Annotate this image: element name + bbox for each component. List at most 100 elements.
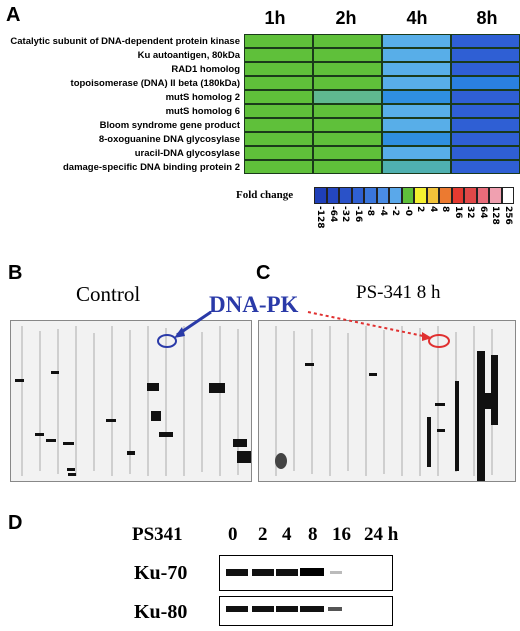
fold-change-scale xyxy=(314,187,514,204)
scale-swatch xyxy=(401,187,414,204)
heatmap-cell xyxy=(313,118,382,132)
heatmap-cell xyxy=(313,132,382,146)
panel-label-d: D xyxy=(8,512,23,534)
gene-label: mutS homolog 6 xyxy=(165,106,240,117)
gene-labels: Catalytic subunit of DNA-dependent prote… xyxy=(0,34,240,174)
array-ps341 xyxy=(258,320,516,482)
heatmap-cell xyxy=(244,76,313,90)
heatmap-cell xyxy=(313,146,382,160)
dna-pk-spot-control-circle xyxy=(157,334,177,348)
gene-label: Ku autoantigen, 80kDa xyxy=(137,50,240,61)
heatmap-cell xyxy=(313,90,382,104)
scale-swatch xyxy=(339,187,352,204)
scale-swatch xyxy=(326,187,339,204)
panel-label-a: A xyxy=(6,4,21,26)
heatmap-cell xyxy=(382,62,451,76)
scale-swatch xyxy=(389,187,402,204)
scale-swatch xyxy=(376,187,389,204)
heatmap-cell xyxy=(244,160,313,174)
gene-label: topoisomerase (DNA) II beta (180kDa) xyxy=(70,78,240,89)
gene-label: Bloom syndrome gene product xyxy=(99,120,240,131)
ps341-title: PS-341 8 h xyxy=(356,282,441,303)
scale-swatch xyxy=(501,187,514,204)
band xyxy=(252,606,274,612)
gene-label: uracil-DNA glycosylase xyxy=(134,148,240,159)
gene-label: RAD1 homolog xyxy=(171,64,240,75)
lane-0: 0 xyxy=(228,524,238,545)
panel-label-c: C xyxy=(256,262,271,284)
ps341-treatment-label: PS341 xyxy=(132,524,183,545)
heatmap-cell xyxy=(382,90,451,104)
lane-8: 8 xyxy=(308,524,318,545)
heatmap-cell xyxy=(244,90,313,104)
blot-ku70 xyxy=(219,555,393,591)
heatmap-cell xyxy=(313,62,382,76)
heatmap-cell xyxy=(313,104,382,118)
lane-2: 2 xyxy=(258,524,268,545)
scale-swatch xyxy=(426,187,439,204)
control-title: Control xyxy=(76,282,141,306)
scale-swatch xyxy=(451,187,464,204)
gene-label: Catalytic subunit of DNA-dependent prote… xyxy=(10,36,240,47)
heatmap-cell xyxy=(313,160,382,174)
band xyxy=(276,569,298,576)
panel-label-b: B xyxy=(8,262,23,284)
lane-4: 4 xyxy=(282,524,292,545)
time-lanes: 0 2 4 8 16 24 h xyxy=(222,524,472,546)
dna-pk-callout: DNA-PK xyxy=(209,292,299,317)
heatmap-cell xyxy=(313,76,382,90)
heatmap-cell xyxy=(244,132,313,146)
gene-label: damage-specific DNA binding protein 2 xyxy=(62,162,240,173)
array-control-spots xyxy=(11,321,251,481)
heatmap-cell xyxy=(382,76,451,90)
heatmap-cell xyxy=(382,48,451,62)
heatmap-cell xyxy=(382,104,451,118)
heatmap-cell xyxy=(382,160,451,174)
timepoint-1h: 1h xyxy=(264,8,286,28)
heatmap-cell xyxy=(313,34,382,48)
band xyxy=(252,569,274,576)
heatmap-cell xyxy=(382,118,451,132)
heatmap-cell xyxy=(313,48,382,62)
scale-swatch xyxy=(364,187,377,204)
heatmap-cell xyxy=(244,104,313,118)
blot-ku80 xyxy=(219,596,393,626)
band xyxy=(328,607,342,611)
scale-swatch xyxy=(489,187,502,204)
band xyxy=(330,571,342,574)
band xyxy=(226,569,248,576)
scale-swatch xyxy=(414,187,427,204)
dna-pk-spot-treated-circle xyxy=(428,334,450,348)
ku70-label: Ku-70 xyxy=(134,562,188,584)
heatmap-cell xyxy=(244,34,313,48)
heatmap-cell xyxy=(244,48,313,62)
lane-16: 16 xyxy=(332,524,351,545)
array-ps341-spots xyxy=(259,321,515,481)
ku80-label: Ku-80 xyxy=(134,601,188,623)
timepoint-2h: 2h xyxy=(335,8,357,28)
band xyxy=(276,606,298,612)
scale-swatch xyxy=(314,187,327,204)
heatmap-cell xyxy=(244,146,313,160)
heatmap-cell xyxy=(382,34,451,48)
scale-swatch xyxy=(351,187,364,204)
gene-label: 8-oxoguanine DNA glycosylase xyxy=(98,134,240,145)
scale-swatch xyxy=(476,187,489,204)
scale-swatch xyxy=(439,187,452,204)
heatmap-cell xyxy=(382,132,451,146)
band xyxy=(300,606,324,612)
band xyxy=(226,606,248,612)
heatmap-cell xyxy=(382,146,451,160)
timepoint-8h: 8h xyxy=(476,8,498,28)
heatmap-cell xyxy=(244,62,313,76)
gene-label: mutS homolog 2 xyxy=(165,92,240,103)
dna-pk-arrow-red xyxy=(307,311,429,338)
fold-change-label: Fold change xyxy=(236,189,294,201)
heatmap-cell xyxy=(244,118,313,132)
scale-swatch xyxy=(464,187,477,204)
band xyxy=(300,568,324,576)
lane-24h: 24 h xyxy=(364,524,399,545)
array-control xyxy=(10,320,252,482)
timepoint-4h: 4h xyxy=(406,8,428,28)
